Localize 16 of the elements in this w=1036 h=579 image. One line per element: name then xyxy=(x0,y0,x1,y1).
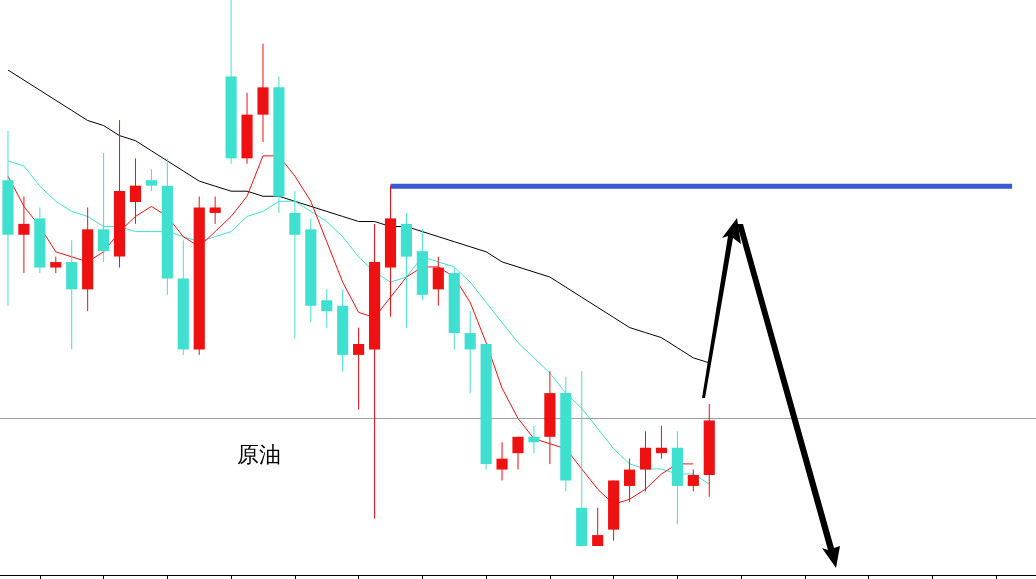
candlestick xyxy=(639,430,652,492)
candlestick xyxy=(353,327,365,410)
candlestick xyxy=(145,168,157,192)
candlestick xyxy=(592,507,604,547)
candlestick xyxy=(464,310,476,394)
candlestick xyxy=(528,425,540,454)
candlestick xyxy=(496,441,508,481)
candlestick xyxy=(321,288,333,329)
candlestick xyxy=(289,190,301,340)
annotation: 原油 xyxy=(237,441,281,469)
candlestick xyxy=(209,196,221,225)
candlestick xyxy=(18,196,30,274)
candlestick xyxy=(655,425,668,460)
candlestick xyxy=(512,436,524,471)
candlestick xyxy=(432,256,444,307)
candlestick xyxy=(687,469,699,492)
